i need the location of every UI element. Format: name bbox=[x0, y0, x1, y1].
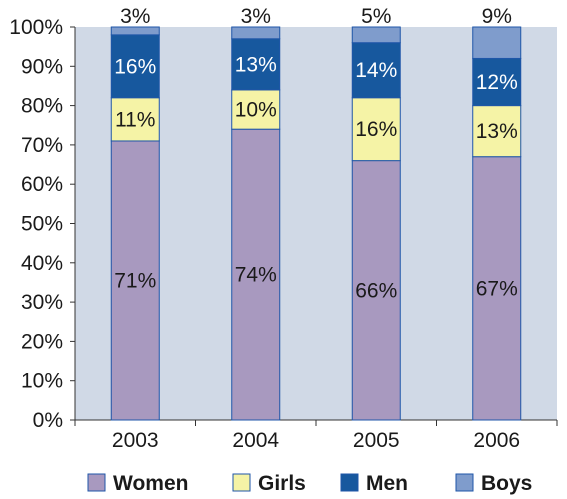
bar-men bbox=[351, 42, 401, 99]
legend-swatch-men bbox=[340, 473, 359, 492]
legend-swatch-women bbox=[87, 473, 106, 492]
y-tick-label: 100% bbox=[9, 16, 63, 39]
bar-women bbox=[351, 160, 401, 421]
x-tick-label: 2006 bbox=[473, 429, 520, 452]
data-label-men: 13% bbox=[235, 53, 277, 76]
y-tick-label: 40% bbox=[21, 252, 63, 275]
x-tick-label: 2003 bbox=[112, 429, 159, 452]
data-label-boys: 3% bbox=[241, 5, 271, 28]
data-label-men: 14% bbox=[355, 59, 397, 82]
y-tick-label: 50% bbox=[21, 213, 63, 236]
legend-label-girls: Girls bbox=[258, 472, 306, 495]
legend-label-boys: Boys bbox=[481, 472, 532, 495]
data-label-women: 66% bbox=[355, 279, 397, 302]
data-label-men: 16% bbox=[114, 55, 156, 78]
bar-girls bbox=[351, 97, 401, 162]
bar-girls bbox=[231, 89, 281, 130]
data-label-girls: 11% bbox=[115, 108, 155, 131]
legend-swatch-boys bbox=[455, 473, 474, 492]
y-tick-label: 90% bbox=[21, 55, 63, 78]
y-tick-label: 60% bbox=[21, 173, 63, 196]
y-tick-label: 70% bbox=[21, 134, 63, 157]
legend-swatch-girls bbox=[232, 473, 251, 492]
y-tick-label: 0% bbox=[33, 409, 63, 432]
data-label-boys: 5% bbox=[361, 5, 391, 28]
data-label-girls: 16% bbox=[355, 118, 397, 141]
data-label-boys: 9% bbox=[482, 5, 512, 28]
data-label-girls: 10% bbox=[235, 99, 277, 122]
bar-boys bbox=[110, 26, 160, 36]
y-tick-label: 30% bbox=[21, 291, 63, 314]
bar-men bbox=[231, 38, 281, 91]
data-label-women: 67% bbox=[476, 277, 518, 300]
bar-boys bbox=[472, 26, 522, 59]
bar-boys bbox=[351, 26, 401, 44]
data-label-boys: 3% bbox=[120, 5, 150, 28]
x-tick-label: 2005 bbox=[353, 429, 400, 452]
y-tick-label: 80% bbox=[21, 95, 63, 118]
legend-label-women: Women bbox=[113, 472, 188, 495]
data-label-men: 12% bbox=[476, 71, 518, 94]
bar-women bbox=[110, 140, 160, 421]
data-label-girls: 13% bbox=[476, 120, 518, 143]
data-label-women: 74% bbox=[235, 264, 277, 287]
y-tick-label: 20% bbox=[21, 330, 63, 353]
bar-girls bbox=[110, 97, 160, 142]
y-tick-label: 10% bbox=[21, 370, 63, 393]
data-label-women: 71% bbox=[114, 269, 156, 292]
x-tick-label: 2004 bbox=[232, 429, 279, 452]
legend-label-men: Men bbox=[366, 472, 408, 495]
bar-women bbox=[472, 156, 522, 421]
bar-boys bbox=[231, 26, 281, 40]
